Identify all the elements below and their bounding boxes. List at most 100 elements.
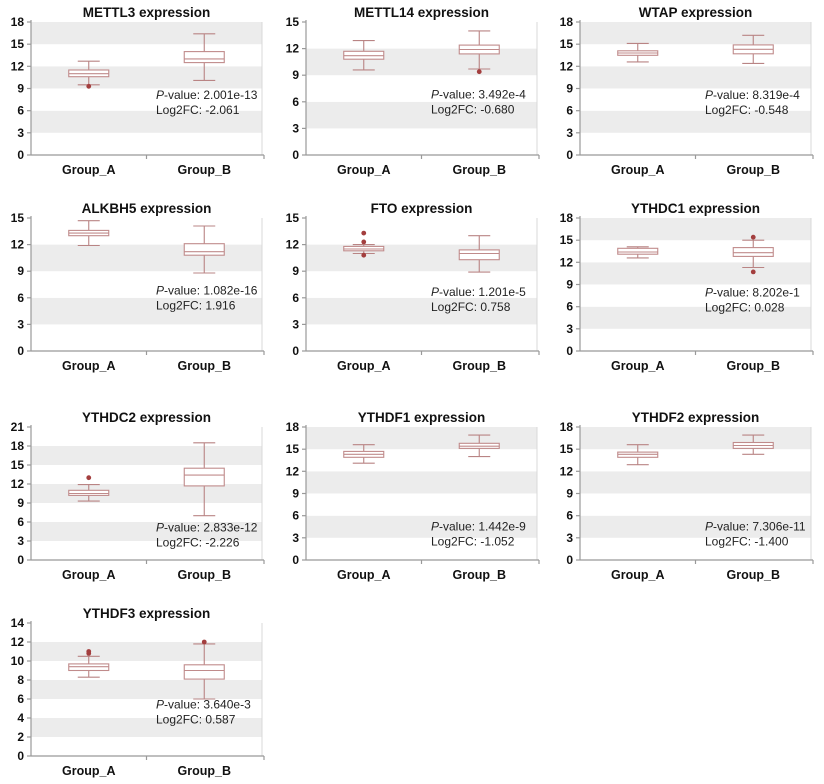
y-tick-label: 9 — [567, 487, 574, 501]
box-group_b — [733, 434, 775, 455]
panel-title: WTAP expression — [639, 5, 753, 20]
panel-ythdc1: 0 3 6 9 12 15 18 Group_A Group_B P-value: 8.202e-… — [549, 196, 824, 392]
x-label-group_a: Group_A — [62, 568, 115, 582]
y-tick-label: 4 — [17, 711, 24, 725]
y-tick-label: 15 — [11, 458, 25, 472]
plot-band — [580, 515, 812, 538]
outlier-dot — [86, 83, 92, 89]
y-tick-label: 9 — [292, 264, 299, 278]
alkbh5-chart: 0 3 6 9 12 15 Group_A Group_B P-value: 1.082e-16… — [11, 201, 265, 373]
box-group_a — [68, 655, 110, 678]
pvalue-text: P-value: 3.492e-4 — [431, 87, 526, 101]
box-group_a — [68, 220, 110, 247]
plot-band — [31, 661, 262, 680]
plot-band — [305, 22, 537, 49]
outlier-dot — [751, 269, 756, 275]
y-tick-label: 0 — [292, 344, 299, 358]
y-tick-label: 0 — [567, 553, 574, 567]
y-tick-label: 15 — [285, 442, 299, 456]
plot-band — [31, 324, 262, 351]
y-tick-label: 6 — [567, 104, 574, 118]
plot-band — [580, 328, 812, 351]
plot-band — [31, 484, 262, 503]
y-tick-label: 12 — [11, 238, 25, 252]
y-tick-label: 0 — [17, 344, 24, 358]
ythdc1-chart: 0 3 6 9 12 15 18 Group_A Group_B P-value: 8.202e-… — [560, 201, 814, 373]
box-group_a — [617, 42, 659, 63]
y-tick-label: 3 — [292, 317, 299, 331]
outlier-dot — [361, 252, 366, 258]
y-tick-label: 0 — [567, 148, 574, 162]
log2fc-text: Log2FC: -0.680 — [431, 102, 515, 116]
log2fc-text: Log2FC: 0.028 — [705, 300, 785, 314]
box-group_b — [458, 434, 500, 458]
panel-title: YTHDF3 expression — [83, 606, 211, 621]
panel-title: YTHDC2 expression — [82, 410, 211, 425]
plot-band — [580, 262, 812, 285]
plot-band — [580, 449, 812, 472]
plot-band — [305, 324, 537, 351]
panel-wtap: 0 3 6 9 12 15 18 Group_A Group_B P-value: 8.319e-… — [549, 0, 824, 196]
panel-alkbh5: 0 3 6 9 12 15 Group_A Group_B P-value: 1.082e-16… — [0, 196, 275, 392]
x-label-group_a: Group_A — [337, 359, 390, 373]
x-label-group_a: Group_A — [337, 163, 390, 177]
pvalue-text: P-value: 2.833e-12 — [156, 521, 258, 535]
panel-mettl14: 0 3 6 9 12 15 Group_A Group_B P-value: 3.492e-4 L… — [275, 0, 550, 196]
log2fc-text: Log2FC: -2.226 — [156, 536, 240, 550]
plot-band — [31, 88, 262, 111]
x-label-group_b: Group_B — [452, 163, 505, 177]
plot-band — [305, 537, 537, 560]
panel-ythdf1: 0 3 6 9 12 15 18 Group_A Group_B P-value: 1.442e-… — [275, 392, 550, 588]
plot-band — [580, 22, 812, 45]
plot-band — [580, 44, 812, 67]
y-tick-label: 6 — [567, 509, 574, 523]
plot-band — [305, 218, 537, 245]
panel-ythdc2: 0 3 6 9 12 15 18 21 Group_A Group_B P-value: 2.833… — [0, 392, 275, 588]
plot-band — [305, 244, 537, 272]
y-tick-label: 21 — [11, 420, 25, 434]
ythdf3-chart: 0 2 4 6 8 10 12 14 Group_A Group_B P-value: 3.640e… — [11, 606, 265, 778]
plot-band — [580, 88, 812, 111]
plot-band — [31, 427, 262, 446]
y-tick-label: 15 — [285, 211, 299, 225]
x-label-group_b: Group_B — [178, 163, 231, 177]
y-tick-label: 3 — [292, 531, 299, 545]
box-group_a — [342, 40, 384, 71]
y-tick-label: 9 — [567, 82, 574, 96]
y-tick-label: 9 — [292, 68, 299, 82]
x-label-group_b: Group_B — [178, 764, 231, 778]
box-group_b — [458, 235, 500, 273]
plot-band — [31, 680, 262, 699]
box-group_a — [342, 444, 384, 464]
y-tick-label: 3 — [292, 121, 299, 135]
panel-ythdf2: 0 3 6 9 12 15 18 Group_A Group_B P-value: 7.306e-… — [549, 392, 824, 588]
y-tick-label: 18 — [560, 15, 574, 29]
box-group_a — [68, 484, 110, 502]
y-tick-label: 10 — [11, 654, 25, 668]
plot-band — [580, 537, 812, 560]
panel-title: ALKBH5 expression — [82, 201, 212, 216]
plot-band — [31, 623, 262, 642]
x-label-group_a: Group_A — [611, 359, 664, 373]
plot-band — [31, 110, 262, 133]
plot-band — [580, 110, 812, 133]
log2fc-text: Log2FC: -2.061 — [156, 103, 240, 117]
y-tick-label: 12 — [560, 59, 574, 73]
y-tick-label: 15 — [11, 211, 25, 225]
pvalue-text: P-value: 8.319e-4 — [705, 88, 800, 102]
panel-title: YTHDF1 expression — [357, 410, 485, 425]
x-label-group_a: Group_A — [611, 568, 664, 582]
panel-mettl3: 0 3 6 9 12 15 18 Group_A Group_B P-value: 2.001e-… — [0, 0, 275, 196]
plot-band — [31, 718, 262, 737]
box-group_a — [617, 246, 659, 259]
plot-band — [31, 244, 262, 272]
y-tick-label: 9 — [17, 496, 24, 510]
y-tick-label: 0 — [17, 148, 24, 162]
log2fc-text: Log2FC: -1.052 — [431, 534, 515, 548]
plot-band — [580, 284, 812, 307]
x-label-group_a: Group_A — [62, 764, 115, 778]
ythdf1-chart: 0 3 6 9 12 15 18 Group_A Group_B P-value: 1.442e-… — [285, 410, 540, 582]
outlier-dot — [476, 69, 482, 75]
y-tick-label: 18 — [560, 420, 574, 434]
